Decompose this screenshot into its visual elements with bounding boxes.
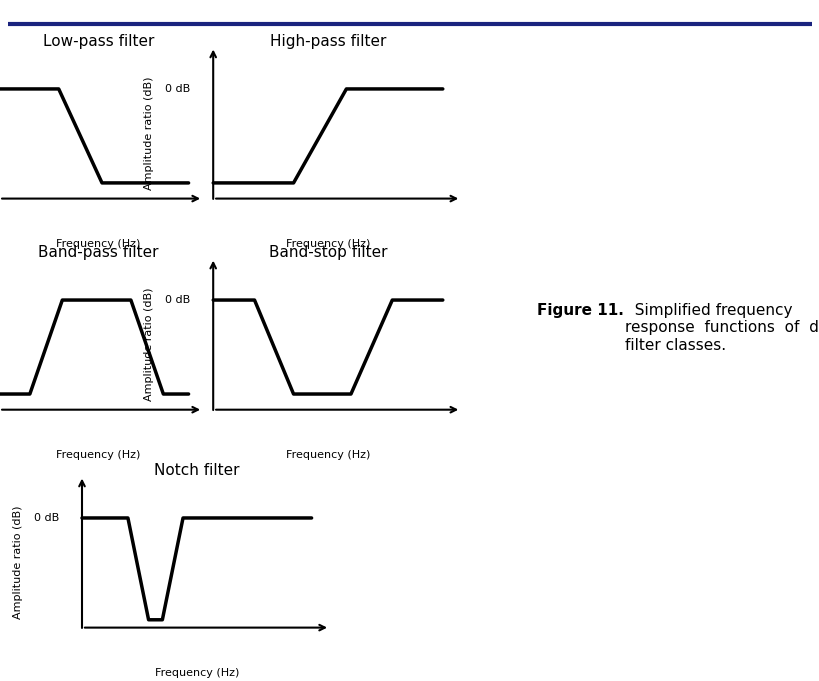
Text: 0 dB: 0 dB (34, 513, 59, 523)
Text: Frequency (Hz): Frequency (Hz) (286, 450, 369, 460)
Text: Amplitude ratio (dB): Amplitude ratio (dB) (144, 287, 154, 400)
Title: Low-pass filter: Low-pass filter (43, 34, 154, 49)
Title: Band-pass filter: Band-pass filter (38, 245, 158, 260)
Title: Band-stop filter: Band-stop filter (269, 245, 387, 260)
Text: Frequency (Hz): Frequency (Hz) (57, 450, 140, 460)
Text: Frequency (Hz): Frequency (Hz) (155, 668, 238, 678)
Text: 0 dB: 0 dB (165, 295, 190, 305)
Text: Simplified frequency
response  functions  of  different
filter classes.: Simplified frequency response functions … (624, 303, 819, 353)
Title: High-pass filter: High-pass filter (269, 34, 386, 49)
Text: Frequency (Hz): Frequency (Hz) (57, 239, 140, 249)
Title: Notch filter: Notch filter (154, 463, 239, 478)
Text: Amplitude ratio (dB): Amplitude ratio (dB) (144, 76, 154, 189)
Text: Frequency (Hz): Frequency (Hz) (286, 239, 369, 249)
Text: 0 dB: 0 dB (165, 84, 190, 94)
Text: Figure 11.: Figure 11. (536, 303, 623, 318)
Text: Amplitude ratio (dB): Amplitude ratio (dB) (13, 505, 23, 618)
